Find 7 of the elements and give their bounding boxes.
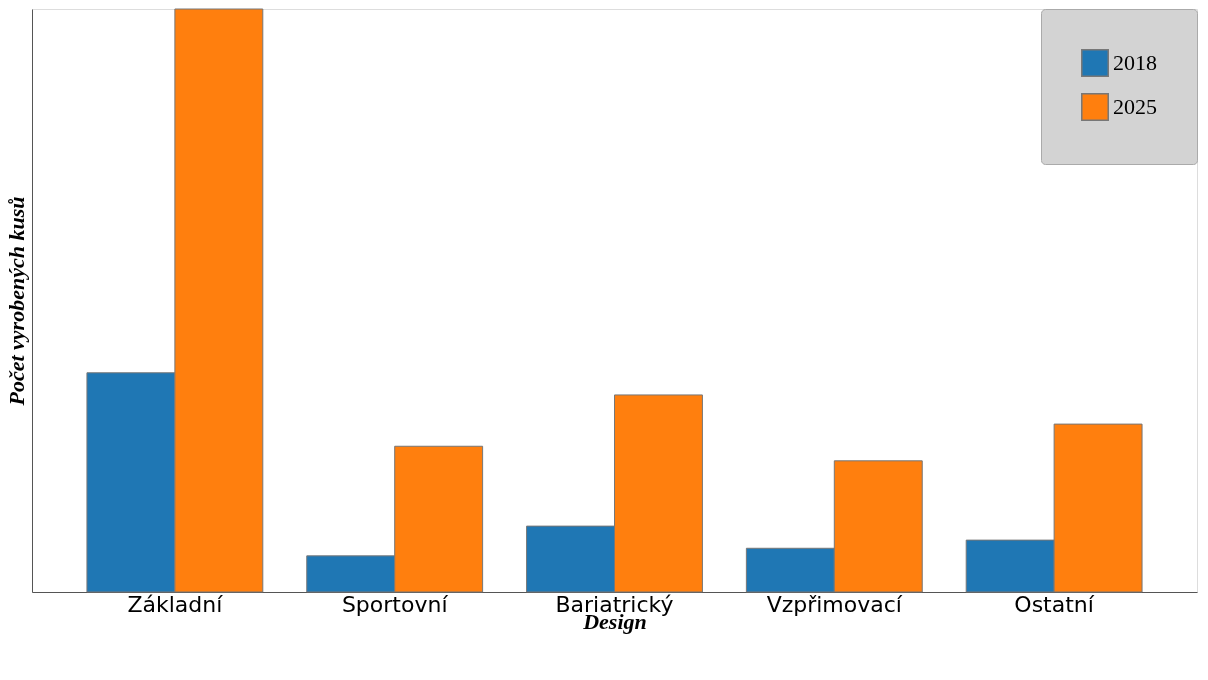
legend-label: 2018 bbox=[1113, 50, 1157, 75]
x-tick-label: Sportovní bbox=[341, 591, 449, 617]
x-tick-label: Vzpřimovací bbox=[766, 591, 903, 617]
x-tick-label: Základní bbox=[127, 591, 224, 617]
y-axis-title: Počet vyrobených kusů bbox=[3, 196, 29, 407]
legend-label: 2025 bbox=[1113, 94, 1157, 119]
x-tick-label: Ostatní bbox=[1014, 591, 1095, 617]
